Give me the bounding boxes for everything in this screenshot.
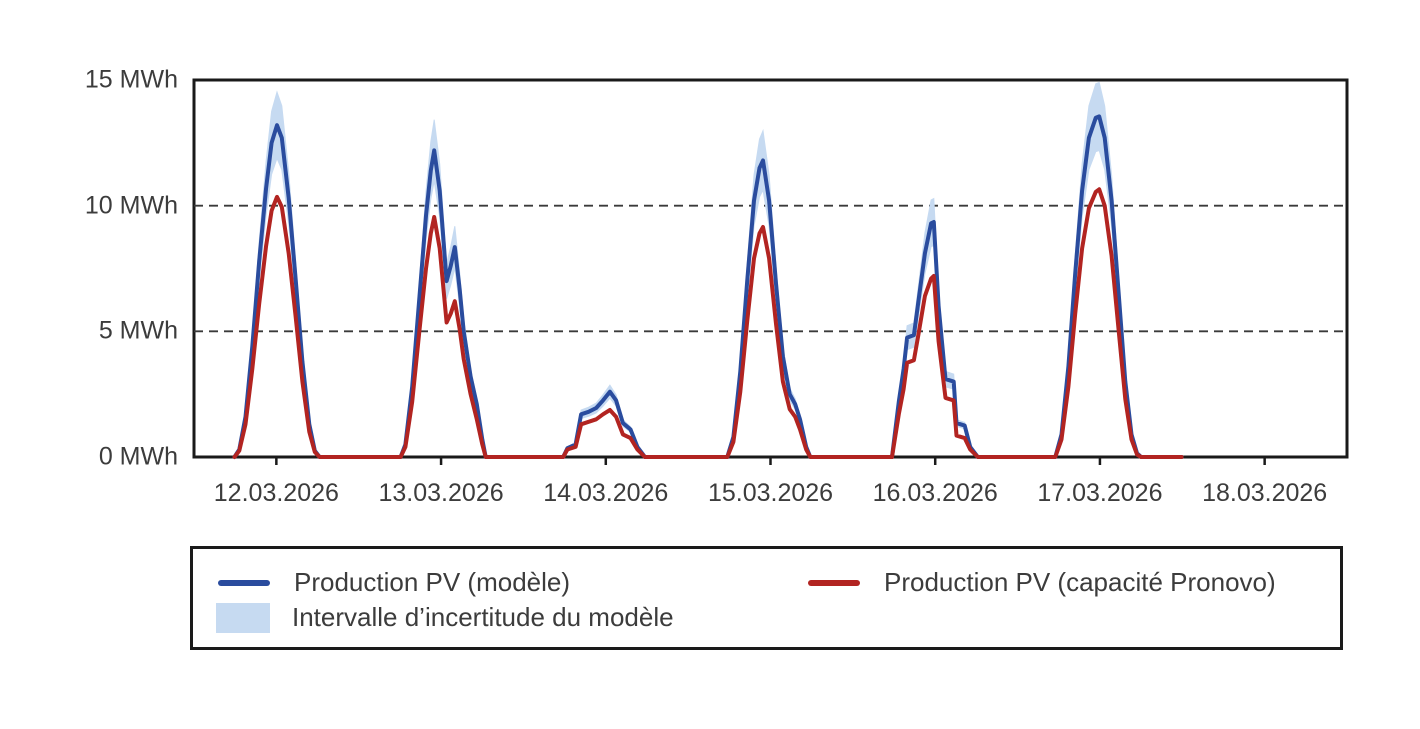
model-production-line <box>232 114 1184 459</box>
x-tick-label: 14.03.2026 <box>543 479 669 507</box>
pronovo-production-line <box>232 187 1184 459</box>
pronovo-line-swatch <box>808 579 860 586</box>
y-tick-label: 0 MWh <box>98 442 178 471</box>
chart-canvas <box>192 78 1349 465</box>
uncertainty-band <box>234 81 1182 458</box>
x-tick-label: 13.03.2026 <box>378 479 504 507</box>
model-line-swatch <box>218 579 270 586</box>
chart-legend: Production PV (modèle) Intervalle d’ince… <box>190 546 1343 650</box>
uncertainty-band-swatch <box>216 602 270 633</box>
x-tick-label: 12.03.2026 <box>213 479 339 507</box>
legend-item-uncertainty: Intervalle d’incertitude du modèle <box>216 602 674 633</box>
legend-label-model: Production PV (modèle) <box>294 567 571 597</box>
x-tick-label: 15.03.2026 <box>707 479 834 507</box>
legend-label-pronovo: Production PV (capacité Pronovo) <box>884 567 1276 597</box>
x-tick-label: 17.03.2026 <box>1037 479 1163 507</box>
y-tick-label: 15 MWh <box>84 65 178 94</box>
legend-item-model: Production PV (modèle) <box>218 567 570 598</box>
y-tick-label: 5 MWh <box>98 316 178 345</box>
x-tick-label: 18.03.2026 <box>1202 479 1328 507</box>
x-tick-label: 16.03.2026 <box>872 479 998 507</box>
legend-label-uncertainty: Intervalle d’incertitude du modèle <box>292 602 674 632</box>
legend-item-pronovo: Production PV (capacité Pronovo) <box>808 567 1276 598</box>
y-axis-tick-labels: 0 MWh 5 MWh 10 MWh 15 MWh <box>8 0 178 729</box>
plot-area <box>192 78 1349 465</box>
y-tick-label: 10 MWh <box>84 191 178 220</box>
